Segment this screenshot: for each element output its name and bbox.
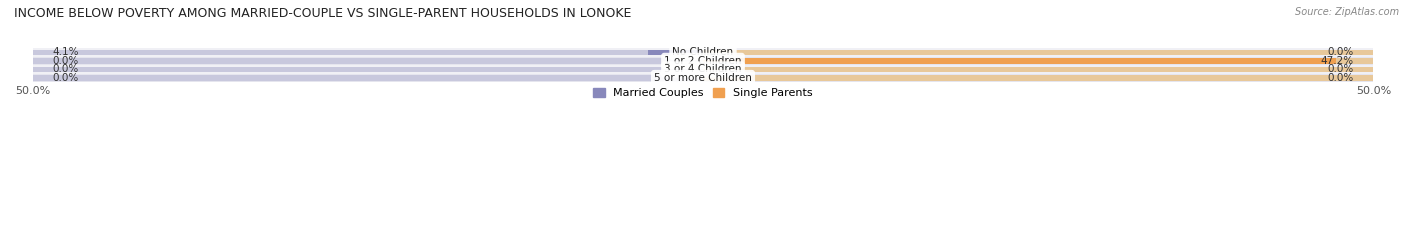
Bar (703, 58, 1336, 64)
Text: INCOME BELOW POVERTY AMONG MARRIED-COUPLE VS SINGLE-PARENT HOUSEHOLDS IN LONOKE: INCOME BELOW POVERTY AMONG MARRIED-COUPL… (14, 7, 631, 20)
Bar (32, 50, 703, 55)
Legend: Married Couples, Single Parents: Married Couples, Single Parents (589, 83, 817, 103)
Bar (32, 74, 1374, 82)
Text: Source: ZipAtlas.com: Source: ZipAtlas.com (1295, 7, 1399, 17)
Text: 5 or more Children: 5 or more Children (654, 73, 752, 83)
Bar (703, 67, 1374, 72)
Text: 3 or 4 Children: 3 or 4 Children (664, 65, 742, 75)
Text: 0.0%: 0.0% (53, 65, 79, 75)
Bar (32, 65, 1374, 74)
Bar (32, 48, 1374, 57)
Text: 4.1%: 4.1% (53, 47, 79, 57)
Bar (703, 58, 1374, 64)
Text: No Children: No Children (672, 47, 734, 57)
Text: 47.2%: 47.2% (1320, 56, 1353, 66)
Bar (32, 58, 703, 64)
Text: 0.0%: 0.0% (1327, 47, 1353, 57)
Text: 0.0%: 0.0% (1327, 73, 1353, 83)
Text: 1 or 2 Children: 1 or 2 Children (664, 56, 742, 66)
Text: 0.0%: 0.0% (53, 56, 79, 66)
Text: 0.0%: 0.0% (53, 73, 79, 83)
Bar (32, 67, 703, 72)
Bar (703, 75, 1374, 81)
Bar (32, 75, 703, 81)
Bar (703, 50, 1374, 55)
Bar (32, 57, 1374, 65)
Bar (648, 50, 703, 55)
Text: 0.0%: 0.0% (1327, 65, 1353, 75)
